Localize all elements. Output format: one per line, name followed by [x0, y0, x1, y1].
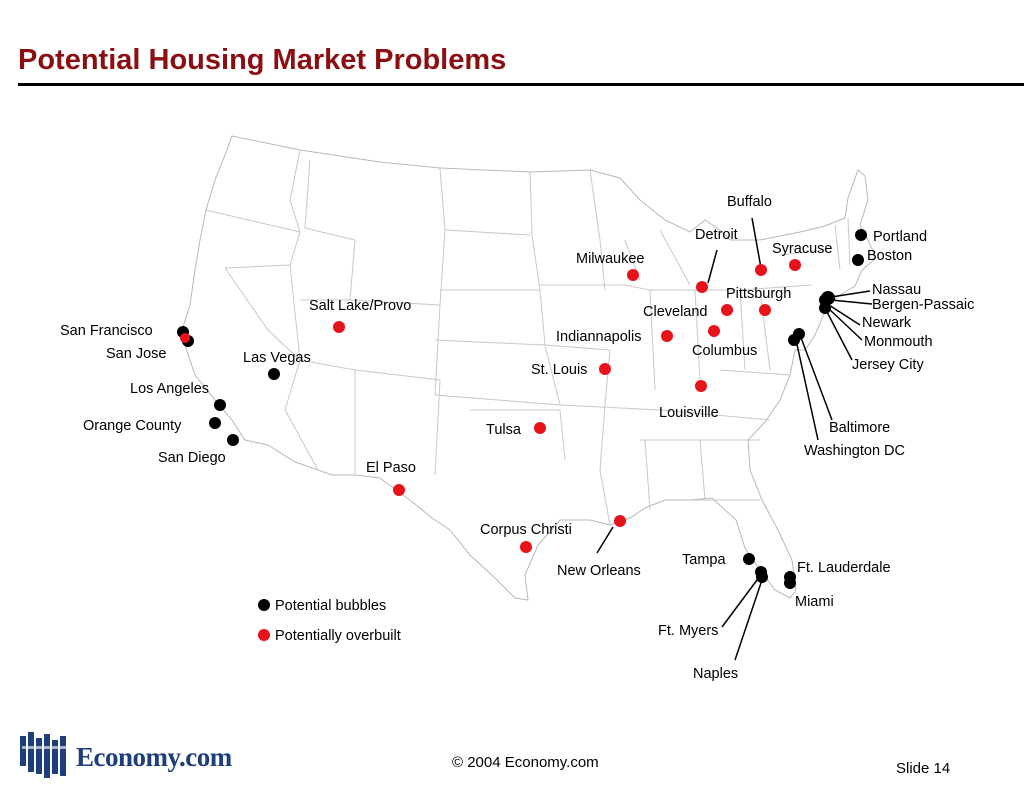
label-portland: Portland — [873, 229, 927, 245]
marker-detroit[interactable] — [696, 281, 708, 293]
state-borders — [205, 149, 851, 526]
label-miami: Miami — [795, 594, 834, 610]
marker-columbus[interactable] — [708, 325, 720, 337]
marker-buffalo[interactable] — [755, 264, 767, 276]
label-naples: Naples — [693, 666, 738, 682]
label-ft-lauderdale: Ft. Lauderdale — [797, 560, 891, 576]
economy-logo-icon — [20, 732, 66, 778]
label-las-vegas: Las Vegas — [243, 350, 311, 366]
label-syracuse: Syracuse — [772, 241, 832, 257]
legend-overbuilt-label: Potentially overbuilt — [275, 628, 401, 644]
label-tulsa: Tulsa — [486, 422, 522, 438]
logo-wordmark: Economy.com — [76, 742, 232, 772]
marker-corpus-christi[interactable] — [520, 541, 532, 553]
legend-bubble-marker — [258, 599, 270, 611]
label-st-louis: St. Louis — [531, 362, 587, 378]
label-new-orleans: New Orleans — [557, 563, 641, 579]
label-salt-lake: Salt Lake/Provo — [309, 298, 411, 314]
slide-number: Slide 14 — [896, 760, 951, 777]
marker-miami[interactable] — [784, 577, 796, 589]
label-boston: Boston — [867, 248, 912, 264]
label-ft-myers: Ft. Myers — [658, 623, 718, 639]
marker-syracuse[interactable] — [789, 259, 801, 271]
label-san-jose: San Jose — [106, 346, 166, 362]
legend-bubble-label: Potential bubbles — [275, 598, 386, 614]
label-columbus: Columbus — [692, 343, 757, 359]
marker-newark[interactable] — [819, 302, 831, 314]
label-newark: Newark — [862, 315, 912, 331]
us-outline — [181, 135, 877, 601]
marker-louisville[interactable] — [695, 380, 707, 392]
label-buffalo: Buffalo — [727, 194, 772, 210]
label-baltimore: Baltimore — [829, 420, 890, 436]
label-tampa: Tampa — [682, 552, 726, 568]
marker-washington-dc[interactable] — [788, 334, 800, 346]
label-el-paso: El Paso — [366, 460, 416, 476]
label-nassau: Nassau — [872, 282, 921, 298]
label-bergen-passaic: Bergen-Passaic — [872, 297, 974, 313]
label-corpus-christi: Corpus Christi — [480, 522, 572, 538]
marker-tulsa[interactable] — [534, 422, 546, 434]
title-divider — [18, 83, 1024, 86]
label-cleveland: Cleveland — [643, 304, 708, 320]
marker-el-paso[interactable] — [393, 484, 405, 496]
marker-pittsburgh[interactable] — [759, 304, 771, 316]
marker-boston[interactable] — [852, 254, 864, 266]
label-san-diego: San Diego — [158, 450, 226, 466]
marker-orange-county[interactable] — [209, 417, 221, 429]
copyright-text: © 2004 Economy.com — [452, 754, 599, 771]
slide-title: Potential Housing Market Problems — [18, 44, 507, 76]
label-milwaukee: Milwaukee — [576, 251, 645, 267]
label-los-angeles: Los Angeles — [130, 381, 209, 397]
marker-milwaukee[interactable] — [627, 269, 639, 281]
marker-new-orleans[interactable] — [614, 515, 626, 527]
label-monmouth: Monmouth — [864, 334, 933, 350]
marker-salt-lake[interactable] — [333, 321, 345, 333]
label-washington-dc: Washington DC — [804, 443, 905, 459]
marker-san-diego[interactable] — [227, 434, 239, 446]
marker-naples[interactable] — [756, 571, 768, 583]
leader-lines — [596, 217, 873, 661]
legend: Potential bubbles Potentially overbuilt — [258, 598, 401, 644]
marker-tampa[interactable] — [743, 553, 755, 565]
label-orange-county: Orange County — [83, 418, 182, 434]
marker-indiannapolis[interactable] — [661, 330, 673, 342]
legend-overbuilt-marker — [258, 629, 270, 641]
city-markers — [177, 229, 867, 589]
label-louisville: Louisville — [659, 405, 719, 421]
marker-los-angeles[interactable] — [214, 399, 226, 411]
marker-portland[interactable] — [855, 229, 867, 241]
marker-cleveland[interactable] — [721, 304, 733, 316]
marker-las-vegas[interactable] — [268, 368, 280, 380]
label-jersey-city: Jersey City — [852, 357, 924, 373]
city-labels: Buffalo Detroit Syracuse Milwaukee Pitts… — [60, 194, 974, 682]
label-detroit: Detroit — [695, 227, 738, 243]
label-san-francisco: San Francisco — [60, 323, 153, 339]
label-indiannapolis: Indiannapolis — [556, 329, 641, 345]
marker-san-jose[interactable] — [180, 333, 190, 343]
label-pittsburgh: Pittsburgh — [726, 286, 791, 302]
marker-st-louis[interactable] — [599, 363, 611, 375]
